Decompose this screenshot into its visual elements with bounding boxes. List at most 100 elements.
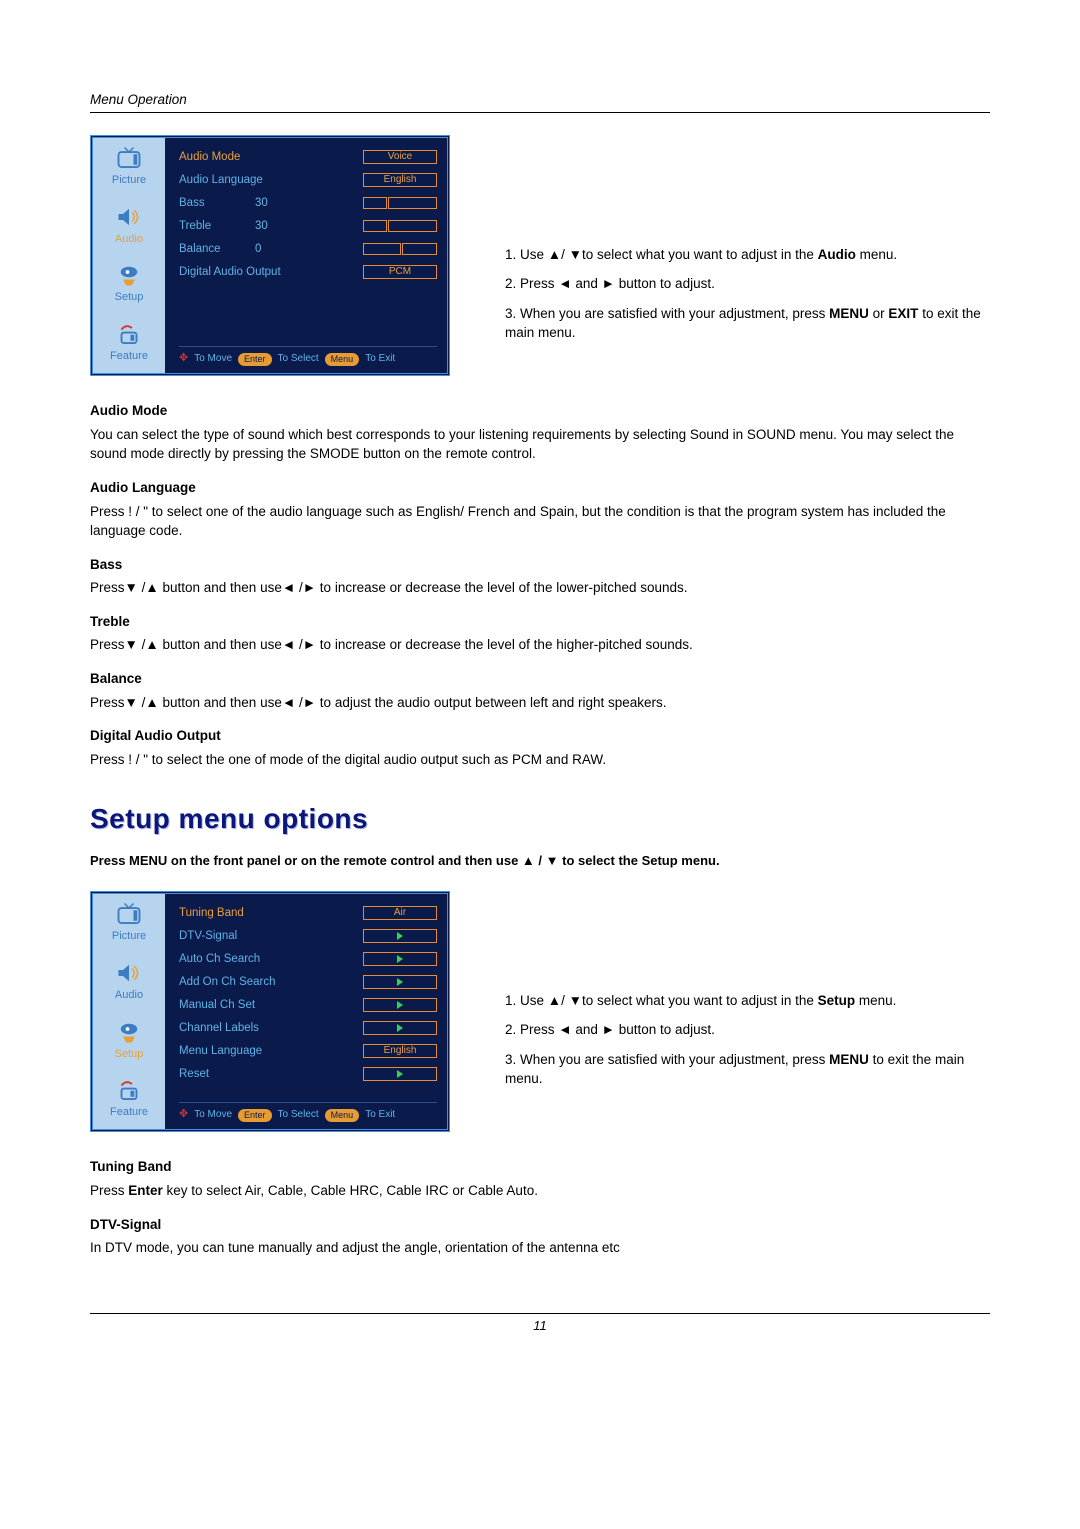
row-label: Audio Mode — [179, 149, 275, 166]
text: key to select Air, Cable, Cable HRC, Cab… — [163, 1183, 538, 1198]
setup-press-line: Press MENU on the front panel or on the … — [90, 852, 990, 871]
row-label: DTV-Signal — [179, 928, 299, 945]
menu-pill: Menu — [325, 1109, 360, 1122]
enter-pill: Enter — [238, 1109, 272, 1122]
heading-balance: Balance — [90, 669, 990, 689]
para-digital-audio-output: Press ! / " to select the one of mode of… — [90, 750, 990, 770]
instr-bold: Setup — [818, 993, 856, 1008]
heading-tuning-band: Tuning Band — [90, 1157, 990, 1177]
row-menu-language[interactable]: Menu Language English — [179, 1042, 437, 1061]
row-label: Reset — [179, 1066, 299, 1083]
speaker-icon — [114, 205, 144, 229]
tab-setup[interactable]: Setup — [93, 1012, 165, 1071]
row-manual-ch-set[interactable]: Manual Ch Set — [179, 996, 437, 1015]
tv-icon — [114, 902, 144, 926]
row-value: Voice — [363, 150, 437, 164]
setup-section-title: Setup menu options — [90, 799, 990, 840]
footer-exit: To Exit — [365, 352, 395, 367]
row-label: Balance — [179, 241, 249, 258]
tab-picture[interactable]: Picture — [93, 894, 165, 953]
heading-audio-mode: Audio Mode — [90, 401, 990, 421]
instr-text: 1. Use ▲/ ▼to select what you want to ad… — [505, 993, 818, 1008]
balance-slider[interactable] — [363, 243, 437, 255]
audio-osd-block: Picture Audio Setup Feature Audio Mode V… — [90, 135, 990, 377]
footer-select: To Select — [278, 352, 319, 367]
row-label: Menu Language — [179, 1043, 299, 1060]
row-enter-icon — [363, 998, 437, 1012]
setup-osd-block: Picture Audio Setup Feature Tuning Band … — [90, 891, 990, 1133]
row-label: Tuning Band — [179, 905, 299, 922]
row-label: Channel Labels — [179, 1020, 299, 1037]
row-audio-mode[interactable]: Audio Mode Voice — [179, 148, 437, 167]
row-enter-icon — [363, 1021, 437, 1035]
nav-arrows-icon: ✥ — [179, 351, 188, 367]
para-bass: Press▼ /▲ button and then use◄ /► to inc… — [90, 578, 990, 598]
tab-label: Picture — [112, 929, 146, 945]
instr-bold: EXIT — [888, 306, 918, 321]
heading-treble: Treble — [90, 612, 990, 632]
heading-dtv-signal: DTV-Signal — [90, 1215, 990, 1235]
audio-osd-sidebar: Picture Audio Setup Feature — [93, 138, 165, 374]
feature-icon — [114, 322, 144, 346]
audio-osd-main: Audio Mode Voice Audio Language English … — [165, 138, 447, 374]
row-enter-icon — [363, 975, 437, 989]
row-value: Air — [363, 906, 437, 920]
tab-label: Feature — [110, 349, 148, 365]
instr-bold: MENU — [829, 1052, 869, 1067]
row-number: 30 — [255, 195, 279, 212]
row-label: Treble — [179, 218, 249, 235]
tab-feature[interactable]: Feature — [93, 1070, 165, 1129]
tab-picture[interactable]: Picture — [93, 138, 165, 197]
para-tuning-band: Press Enter key to select Air, Cable, Ca… — [90, 1181, 990, 1201]
osd-footer: ✥ To Move Enter To Select Menu To Exit — [179, 346, 437, 367]
row-treble[interactable]: Treble 30 — [179, 217, 437, 236]
para-audio-mode: You can select the type of sound which b… — [90, 425, 990, 464]
tab-label: Feature — [110, 1105, 148, 1121]
row-label: Bass — [179, 195, 249, 212]
para-dtv-signal: In DTV mode, you can tune manually and a… — [90, 1238, 990, 1258]
bass-slider[interactable] — [363, 197, 437, 209]
row-dtv-signal[interactable]: DTV-Signal — [179, 927, 437, 946]
row-channel-labels[interactable]: Channel Labels — [179, 1019, 437, 1038]
page-number: 11 — [533, 1318, 547, 1333]
setup-icon — [114, 1020, 144, 1044]
row-label: Digital Audio Output — [179, 264, 309, 281]
heading-digital-audio-output: Digital Audio Output — [90, 726, 990, 746]
row-value: PCM — [363, 265, 437, 279]
row-reset[interactable]: Reset — [179, 1065, 437, 1084]
row-label: Auto Ch Search — [179, 951, 299, 968]
row-digital-audio-output[interactable]: Digital Audio Output PCM — [179, 263, 437, 282]
audio-osd: Picture Audio Setup Feature Audio Mode V… — [90, 135, 450, 377]
tab-feature[interactable]: Feature — [93, 314, 165, 373]
setup-icon — [114, 263, 144, 287]
treble-slider[interactable] — [363, 220, 437, 232]
feature-icon — [114, 1078, 144, 1102]
row-number: 30 — [255, 218, 279, 235]
row-balance[interactable]: Balance 0 — [179, 240, 437, 259]
row-audio-language[interactable]: Audio Language English — [179, 171, 437, 190]
text: Press — [90, 1183, 128, 1198]
row-value: English — [363, 1044, 437, 1058]
instr-bold: Audio — [818, 247, 856, 262]
heading-bass: Bass — [90, 555, 990, 575]
nav-arrows-icon: ✥ — [179, 1107, 188, 1123]
instr-text: or — [869, 306, 889, 321]
page-header: Menu Operation — [90, 90, 990, 113]
instr-text: 1. Use ▲/ ▼to select what you want to ad… — [505, 247, 818, 262]
footer-exit: To Exit — [365, 1108, 395, 1123]
setup-osd: Picture Audio Setup Feature Tuning Band … — [90, 891, 450, 1133]
row-value: English — [363, 173, 437, 187]
row-bass[interactable]: Bass 30 — [179, 194, 437, 213]
tv-icon — [114, 146, 144, 170]
row-tuning-band[interactable]: Tuning Band Air — [179, 904, 437, 923]
row-enter-icon — [363, 929, 437, 943]
tab-setup[interactable]: Setup — [93, 255, 165, 314]
audio-instructions: 1. Use ▲/ ▼to select what you want to ad… — [505, 135, 990, 343]
tab-audio[interactable]: Audio — [93, 953, 165, 1012]
row-number: 0 — [255, 241, 279, 258]
text-bold: Enter — [128, 1183, 163, 1198]
row-auto-ch-search[interactable]: Auto Ch Search — [179, 950, 437, 969]
row-add-on-ch-search[interactable]: Add On Ch Search — [179, 973, 437, 992]
footer-move: To Move — [194, 352, 232, 367]
tab-audio[interactable]: Audio — [93, 197, 165, 256]
